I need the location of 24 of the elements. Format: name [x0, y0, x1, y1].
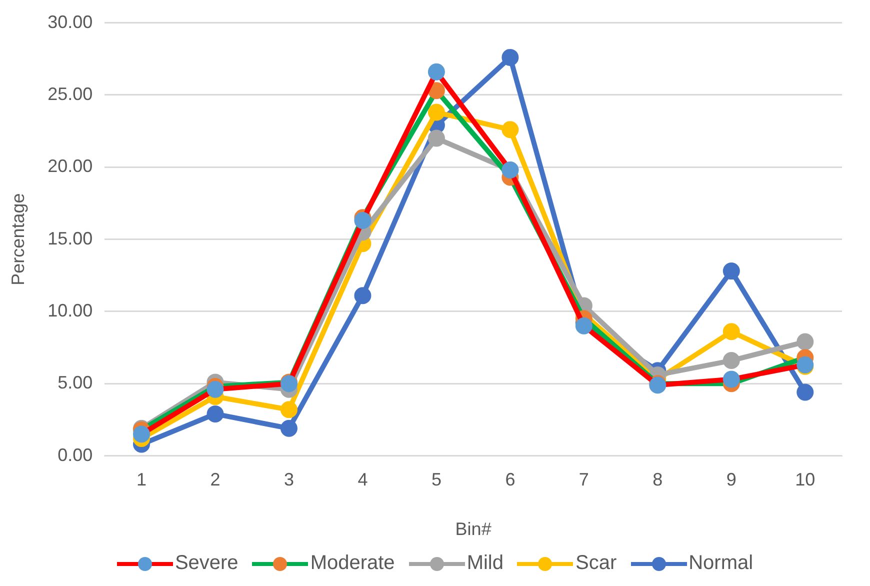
x-tick-label: 4 [358, 470, 368, 490]
legend-label: Normal [688, 552, 754, 575]
x-tick-label: 1 [136, 470, 147, 490]
y-tick-label: 15.00 [48, 228, 93, 248]
x-tick-label: 10 [795, 470, 816, 490]
x-tick-label: 7 [578, 470, 589, 490]
y-tick-label: 20.00 [48, 156, 93, 176]
y-axis-title: Percentage [8, 193, 28, 286]
x-tick-label: 5 [431, 470, 442, 490]
legend-label: Scar [575, 552, 617, 575]
x-axis-title: Bin# [455, 519, 492, 540]
y-tick-label: 0.00 [58, 444, 93, 465]
x-tick-label: 6 [505, 470, 516, 490]
y-tick-label: 5.00 [58, 372, 93, 393]
y-tick-label: 30.00 [48, 12, 93, 32]
x-tick-label: 3 [284, 470, 294, 490]
x-tick-label: 8 [652, 470, 663, 490]
y-tick-label: 25.00 [48, 84, 93, 104]
legend-label: Severe [174, 552, 238, 575]
legend-label: Moderate [310, 552, 395, 575]
legend-label: Mild [466, 552, 504, 575]
y-tick-label: 10.00 [48, 300, 93, 320]
x-tick-label: 2 [210, 470, 220, 490]
x-tick-label: 9 [726, 470, 736, 490]
